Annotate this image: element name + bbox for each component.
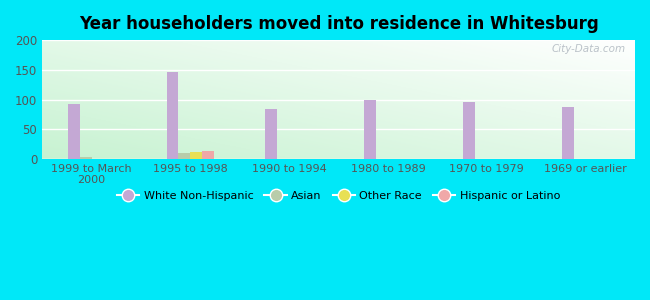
Bar: [265, 109, 278, 159]
Title: Year householders moved into residence in Whitesburg: Year householders moved into residence i…: [79, 15, 599, 33]
Bar: [68, 104, 80, 159]
Bar: [202, 151, 214, 159]
Text: City-Data.com: City-Data.com: [552, 44, 626, 54]
Bar: [80, 157, 92, 159]
Bar: [562, 106, 574, 159]
Bar: [179, 153, 190, 159]
Bar: [364, 100, 376, 159]
Bar: [190, 152, 202, 159]
Bar: [166, 72, 179, 159]
Bar: [463, 103, 475, 159]
Legend: White Non-Hispanic, Asian, Other Race, Hispanic or Latino: White Non-Hispanic, Asian, Other Race, H…: [112, 187, 565, 206]
